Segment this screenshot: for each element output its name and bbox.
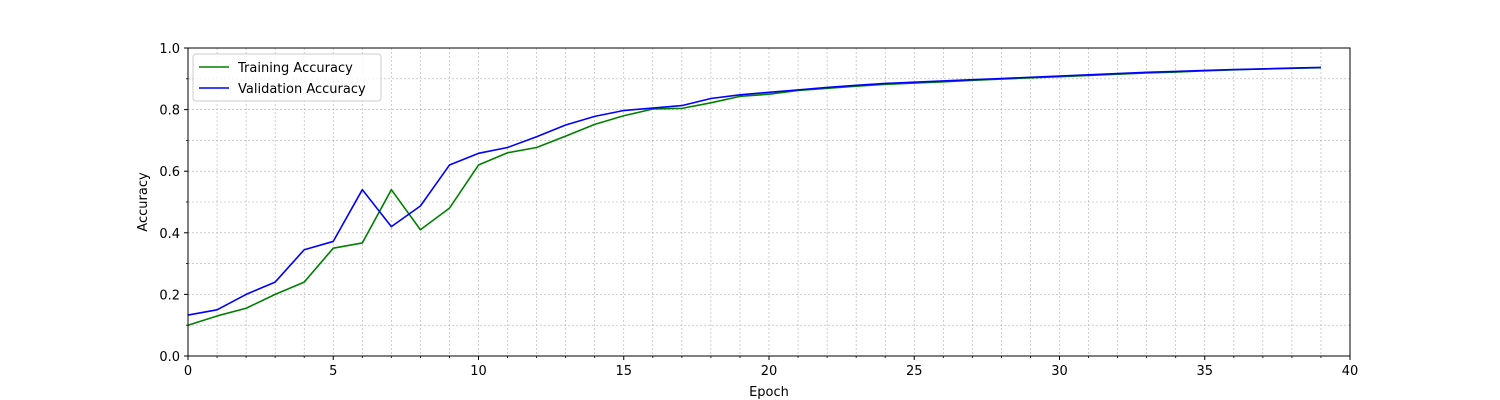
- legend: Training Accuracy Validation Accuracy: [192, 53, 382, 102]
- y-tick-label: 1.0: [159, 42, 180, 57]
- legend-box: [192, 53, 382, 102]
- y-axis-label: Accuracy: [136, 172, 151, 232]
- x-tick-label: 5: [329, 364, 337, 379]
- x-tick-label: 40: [1342, 364, 1359, 379]
- x-tick-label: 30: [1051, 364, 1068, 379]
- legend-label-validation-accuracy: Validation Accuracy: [238, 82, 366, 97]
- y-tick-label: 0.6: [159, 165, 180, 180]
- x-tick-label: 15: [615, 364, 632, 379]
- x-tick-label: 10: [470, 364, 487, 379]
- axis-ticks: 0 5 10 15 20 25 30 35 40 0.0 0.2 0.4 0.6 0.8 1.0: [159, 42, 1358, 379]
- x-tick-label: 20: [761, 364, 778, 379]
- y-tick-label: 0.8: [159, 104, 180, 119]
- grid: [188, 48, 1350, 356]
- x-tick-label: 35: [1196, 364, 1213, 379]
- y-tick-label: 0.4: [159, 227, 180, 242]
- series-lines: [187, 66, 1321, 326]
- y-tick-label: 0.2: [159, 288, 180, 303]
- x-tick-label: 25: [906, 364, 923, 379]
- y-tick-label: 0.0: [159, 350, 180, 365]
- series-line-validation-accuracy: [187, 66, 1321, 316]
- x-axis-label: Epoch: [749, 385, 789, 400]
- legend-label-training-accuracy: Training Accuracy: [237, 61, 353, 76]
- x-tick-label: 0: [184, 364, 192, 379]
